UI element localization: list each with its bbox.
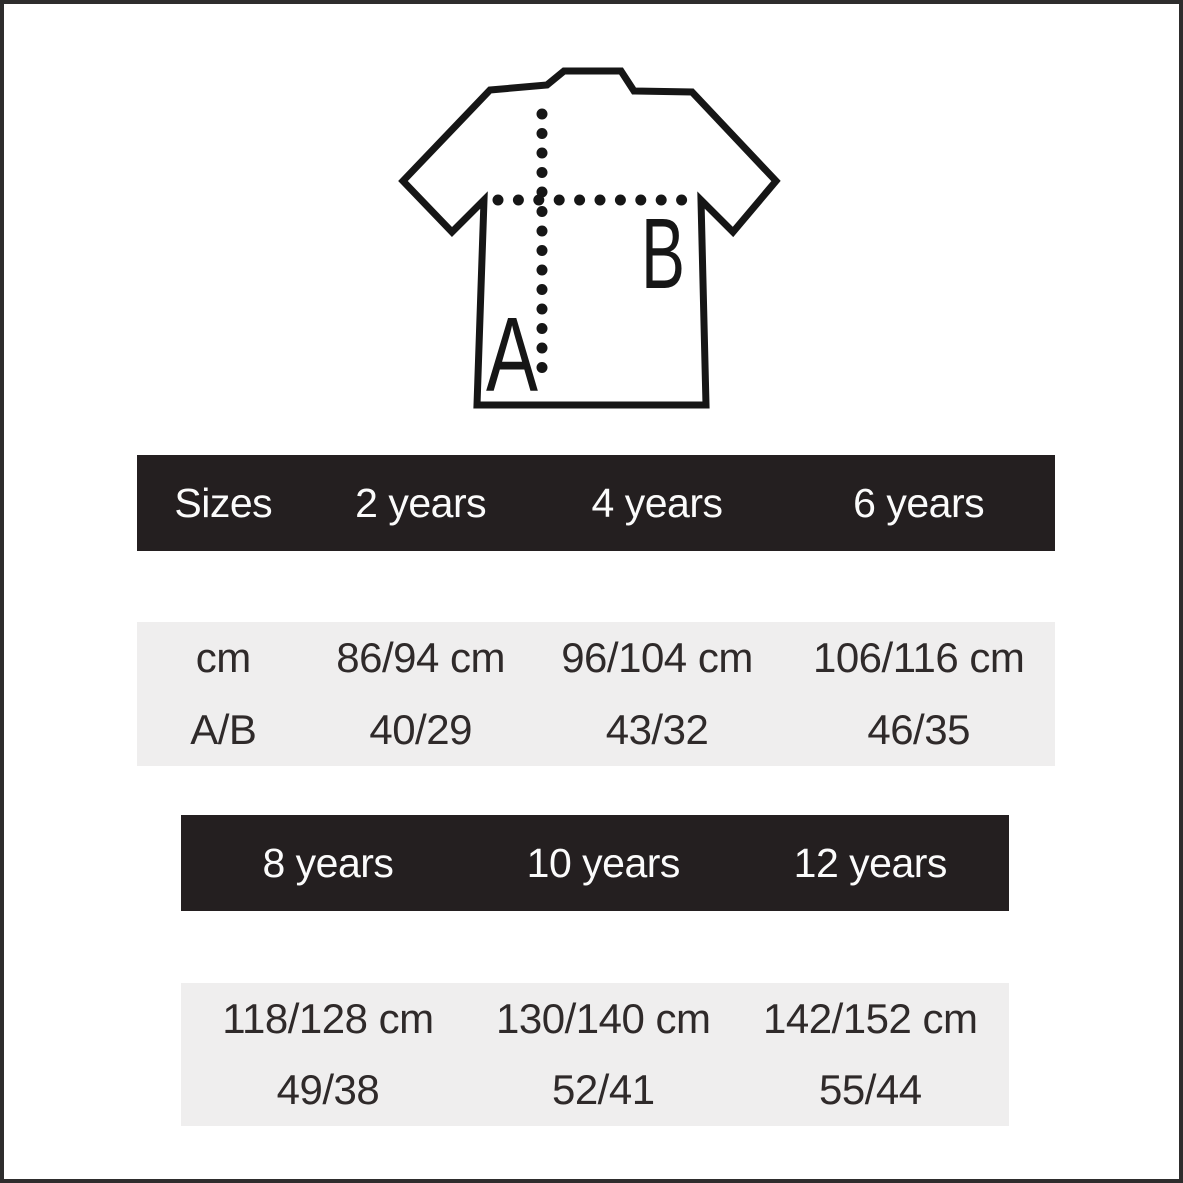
- size-data-block-1: cm 86/94 cm 96/104 cm 106/116 cm A/B 40/…: [137, 622, 1055, 766]
- cm-4-years: 96/104 cm: [561, 634, 753, 681]
- label-a: A: [486, 296, 538, 414]
- cm-2-years: 86/94 cm: [336, 634, 506, 681]
- header-4-years: 4 years: [591, 479, 723, 526]
- cm-10-years: 130/140 cm: [496, 994, 711, 1042]
- header-12-years: 12 years: [793, 839, 948, 886]
- size-header-row-1: Sizes 2 years 4 years 6 years: [137, 455, 1055, 551]
- cm-8-years: 118/128 cm: [222, 994, 434, 1042]
- ab-12-years: 55/44: [818, 1066, 922, 1114]
- header-2-years: 2 years: [355, 479, 487, 526]
- row-label-cm: cm: [195, 634, 252, 681]
- header-6-years: 6 years: [853, 479, 985, 526]
- cm-12-years: 142/152 cm: [763, 994, 978, 1042]
- ab-6-years: 46/35: [867, 706, 970, 753]
- ab-2-years: 40/29: [369, 706, 472, 753]
- header-sizes: Sizes: [174, 479, 273, 526]
- cm-6-years: 106/116 cm: [812, 634, 1025, 681]
- ab-10-years: 52/41: [551, 1066, 655, 1114]
- header-10-years: 10 years: [526, 839, 681, 886]
- header-8-years: 8 years: [262, 839, 394, 886]
- ab-4-years: 43/32: [605, 706, 709, 753]
- size-data-block-2: 118/128 cm 130/140 cm 142/152 cm 49/38 5…: [181, 983, 1009, 1126]
- size-header-row-2: 8 years 10 years 12 years: [181, 815, 1009, 911]
- ab-8-years: 49/38: [276, 1066, 380, 1114]
- label-b: B: [641, 198, 685, 310]
- row-label-ab: A/B: [190, 706, 257, 753]
- tshirt-diagram: A B: [398, 67, 781, 414]
- tshirt-outline: [398, 67, 781, 409]
